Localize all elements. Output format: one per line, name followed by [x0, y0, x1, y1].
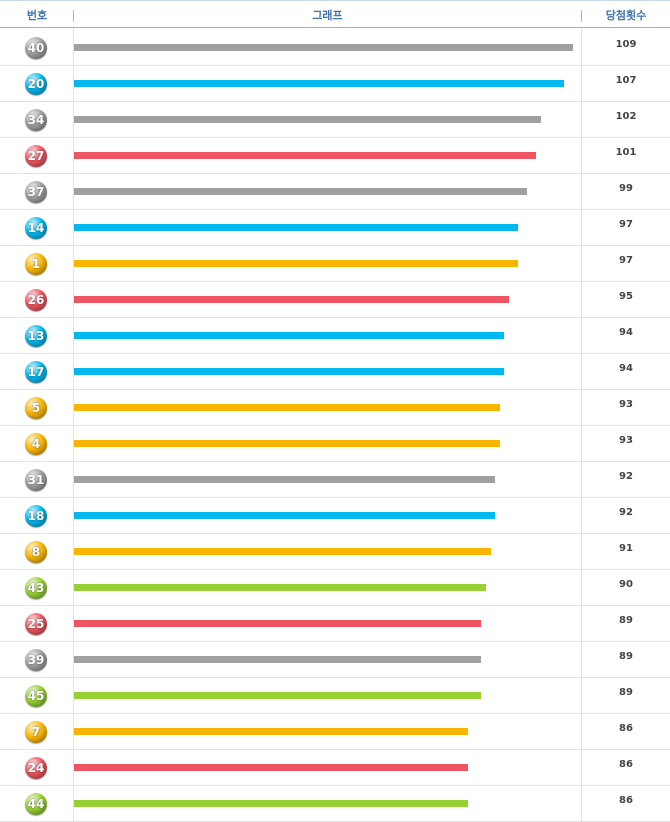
- number-ball: 31: [25, 469, 47, 491]
- count-label: 90: [619, 579, 633, 590]
- count-label: 91: [619, 543, 633, 554]
- header-number: 번호: [26, 9, 48, 22]
- frequency-bar: [74, 80, 564, 87]
- number-ball: 7: [25, 721, 47, 743]
- chart-row: 4 93: [0, 426, 670, 462]
- number-ball: 4: [25, 433, 47, 455]
- frequency-bar: [74, 656, 481, 663]
- chart-row: 25 89: [0, 606, 670, 642]
- count-label: 89: [619, 615, 633, 626]
- count-label: 89: [619, 651, 633, 662]
- chart-row: 14 97: [0, 210, 670, 246]
- count-label: 102: [615, 111, 637, 122]
- chart-row: 24 86: [0, 750, 670, 786]
- chart-row: 27 101: [0, 138, 670, 174]
- table-header: 번호 그래프 당첨횟수: [0, 0, 670, 28]
- chart-row: 17 94: [0, 354, 670, 390]
- count-label: 95: [619, 291, 633, 302]
- count-label: 86: [619, 759, 633, 770]
- number-ball: 1: [25, 253, 47, 275]
- count-label: 109: [615, 39, 637, 50]
- count-label: 92: [619, 507, 633, 518]
- number-ball: 13: [25, 325, 47, 347]
- chart-row: 45 89: [0, 678, 670, 714]
- frequency-bar: [74, 620, 481, 627]
- number-ball: 27: [25, 145, 47, 167]
- frequency-bar: [74, 584, 486, 591]
- chart-row: 34 102: [0, 102, 670, 138]
- frequency-bar: [74, 152, 536, 159]
- frequency-bar: [74, 692, 481, 699]
- column-divider: [581, 28, 582, 822]
- header-divider: [581, 10, 582, 22]
- count-label: 86: [619, 723, 633, 734]
- chart-row: 7 86: [0, 714, 670, 750]
- number-ball: 24: [25, 757, 47, 779]
- number-ball: 18: [25, 505, 47, 527]
- frequency-bar: [74, 548, 491, 555]
- chart-row: 37 99: [0, 174, 670, 210]
- number-ball: 20: [25, 73, 47, 95]
- column-divider: [73, 28, 74, 822]
- header-count: 당첨횟수: [605, 9, 647, 22]
- frequency-bar: [74, 188, 527, 195]
- frequency-bar: [74, 404, 500, 411]
- number-ball: 5: [25, 397, 47, 419]
- chart-row: 8 91: [0, 534, 670, 570]
- header-graph: 그래프: [312, 9, 343, 22]
- chart-row: 44 86: [0, 786, 670, 822]
- frequency-bar: [74, 476, 495, 483]
- chart-row: 40 109: [0, 30, 670, 66]
- frequency-bar: [74, 44, 573, 51]
- frequency-bar: [74, 116, 541, 123]
- frequency-bar: [74, 800, 468, 807]
- chart-row: 39 89: [0, 642, 670, 678]
- number-ball: 45: [25, 685, 47, 707]
- chart-row: 31 92: [0, 462, 670, 498]
- count-label: 94: [619, 363, 633, 374]
- chart-row: 13 94: [0, 318, 670, 354]
- count-label: 97: [619, 219, 633, 230]
- count-label: 93: [619, 399, 633, 410]
- number-ball: 26: [25, 289, 47, 311]
- count-label: 94: [619, 327, 633, 338]
- number-ball: 14: [25, 217, 47, 239]
- chart-row: 43 90: [0, 570, 670, 606]
- number-ball: 37: [25, 181, 47, 203]
- count-label: 86: [619, 795, 633, 806]
- frequency-bar: [74, 512, 495, 519]
- chart-row: 1 97: [0, 246, 670, 282]
- number-ball: 39: [25, 649, 47, 671]
- count-label: 93: [619, 435, 633, 446]
- header-divider: [73, 10, 74, 22]
- count-label: 101: [615, 147, 637, 158]
- frequency-bar: [74, 332, 504, 339]
- frequency-bar: [74, 440, 500, 447]
- count-label: 99: [619, 183, 633, 194]
- chart-row: 5 93: [0, 390, 670, 426]
- number-ball: 8: [25, 541, 47, 563]
- frequency-bar: [74, 260, 518, 267]
- chart-row: 26 95: [0, 282, 670, 318]
- frequency-bar: [74, 764, 468, 771]
- count-label: 107: [615, 75, 637, 86]
- frequency-bar: [74, 296, 509, 303]
- count-label: 92: [619, 471, 633, 482]
- number-ball: 17: [25, 361, 47, 383]
- number-ball: 25: [25, 613, 47, 635]
- count-label: 89: [619, 687, 633, 698]
- number-ball: 43: [25, 577, 47, 599]
- chart-row: 20 107: [0, 66, 670, 102]
- frequency-bar: [74, 728, 468, 735]
- chart-row: 18 92: [0, 498, 670, 534]
- number-ball: 44: [25, 793, 47, 815]
- count-label: 97: [619, 255, 633, 266]
- frequency-bar: [74, 224, 518, 231]
- number-ball: 40: [25, 37, 47, 59]
- frequency-bar: [74, 368, 504, 375]
- number-ball: 34: [25, 109, 47, 131]
